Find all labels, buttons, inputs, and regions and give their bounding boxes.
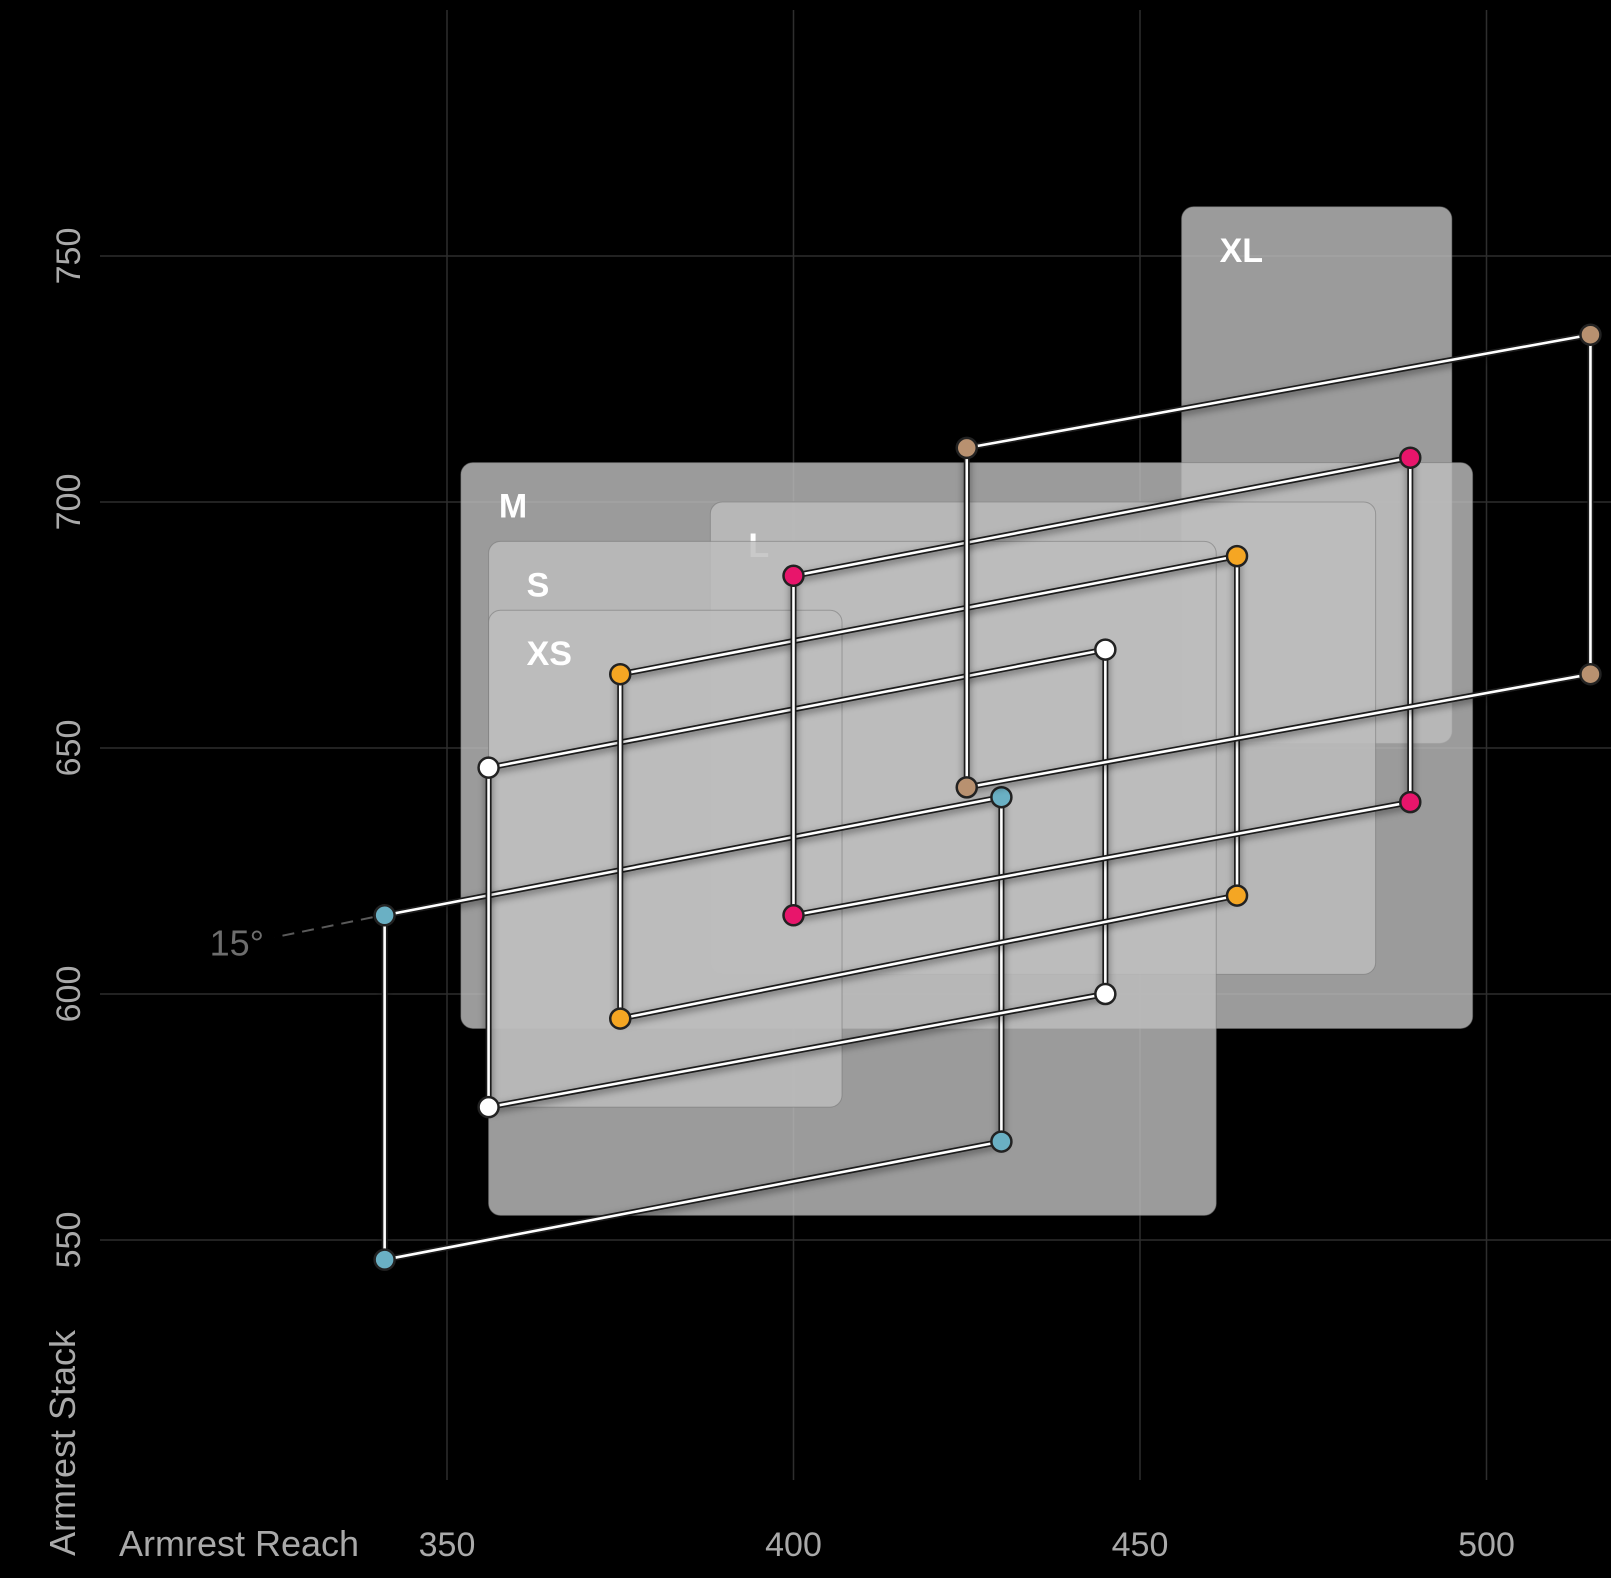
annotations: 15° bbox=[210, 916, 373, 963]
data-point bbox=[477, 1095, 500, 1119]
y-tick-label: 750 bbox=[50, 228, 88, 285]
size-range-label: M bbox=[499, 488, 527, 526]
data-point bbox=[782, 564, 805, 588]
data-point bbox=[990, 1130, 1013, 1153]
frame-series bbox=[373, 323, 1602, 1271]
data-point bbox=[782, 904, 805, 927]
tick-labels: 350 400 450 500 550 600 650 700 750 bbox=[50, 228, 1515, 1564]
y-tick-label: 650 bbox=[50, 720, 88, 777]
data-point bbox=[609, 662, 632, 686]
data-point bbox=[955, 776, 978, 799]
x-tick-label: 500 bbox=[1458, 1526, 1515, 1564]
x-tick-label: 400 bbox=[765, 1526, 822, 1564]
frame-series-4 bbox=[782, 446, 1422, 927]
data-point bbox=[1225, 544, 1249, 568]
y-axis-label: Armrest Stack bbox=[42, 1329, 83, 1556]
data-point bbox=[955, 436, 978, 460]
x-tick-label: 450 bbox=[1112, 1526, 1169, 1564]
size-range-label: S bbox=[527, 566, 550, 604]
size-range-label: XS bbox=[527, 635, 572, 673]
data-point bbox=[1579, 662, 1602, 686]
data-point bbox=[373, 904, 396, 927]
data-point bbox=[477, 756, 500, 779]
size-range-label: XL bbox=[1220, 232, 1263, 270]
data-point bbox=[990, 785, 1013, 809]
data-point bbox=[373, 1248, 396, 1271]
data-point bbox=[1225, 884, 1249, 907]
y-tick-label: 600 bbox=[50, 966, 88, 1023]
data-point bbox=[1399, 790, 1422, 814]
frame-series-3 bbox=[609, 544, 1249, 1030]
data-point bbox=[1094, 638, 1117, 661]
y-tick-label: 550 bbox=[50, 1212, 88, 1269]
angle-label: 15° bbox=[210, 922, 264, 963]
y-tick-label: 700 bbox=[50, 474, 88, 531]
frame-series-5 bbox=[955, 323, 1602, 799]
frame-series-2 bbox=[477, 638, 1117, 1119]
data-point bbox=[1094, 982, 1117, 1006]
data-point bbox=[609, 1007, 632, 1030]
data-point bbox=[1399, 446, 1422, 469]
data-point bbox=[1579, 323, 1602, 346]
x-tick-label: 350 bbox=[419, 1526, 476, 1564]
angle-indicator-line bbox=[274, 916, 373, 939]
x-axis-label: Armrest Reach bbox=[119, 1523, 359, 1564]
